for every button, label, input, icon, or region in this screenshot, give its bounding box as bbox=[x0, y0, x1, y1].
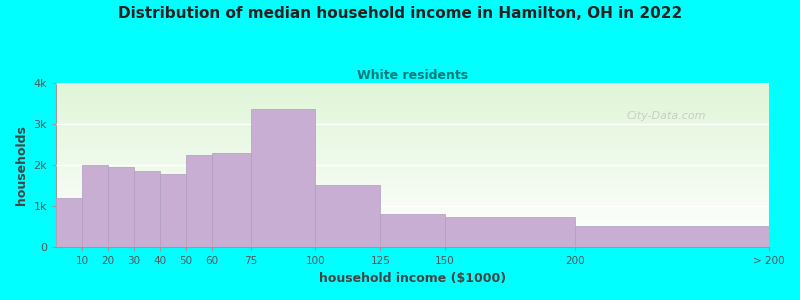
Bar bbox=[134, 172, 160, 248]
Bar bbox=[82, 165, 108, 248]
Bar bbox=[212, 153, 250, 248]
Bar bbox=[56, 198, 82, 247]
Bar bbox=[380, 214, 445, 248]
Bar bbox=[186, 155, 212, 247]
Text: City-Data.com: City-Data.com bbox=[626, 111, 706, 121]
Bar bbox=[574, 226, 769, 248]
X-axis label: household income ($1000): household income ($1000) bbox=[319, 272, 506, 285]
Title: White residents: White residents bbox=[357, 69, 468, 82]
Text: Distribution of median household income in Hamilton, OH in 2022: Distribution of median household income … bbox=[118, 6, 682, 21]
Bar bbox=[108, 167, 134, 247]
Bar bbox=[160, 173, 186, 247]
Bar bbox=[315, 185, 380, 248]
Bar bbox=[445, 218, 574, 248]
Bar bbox=[250, 109, 315, 247]
Y-axis label: households: households bbox=[15, 125, 28, 205]
